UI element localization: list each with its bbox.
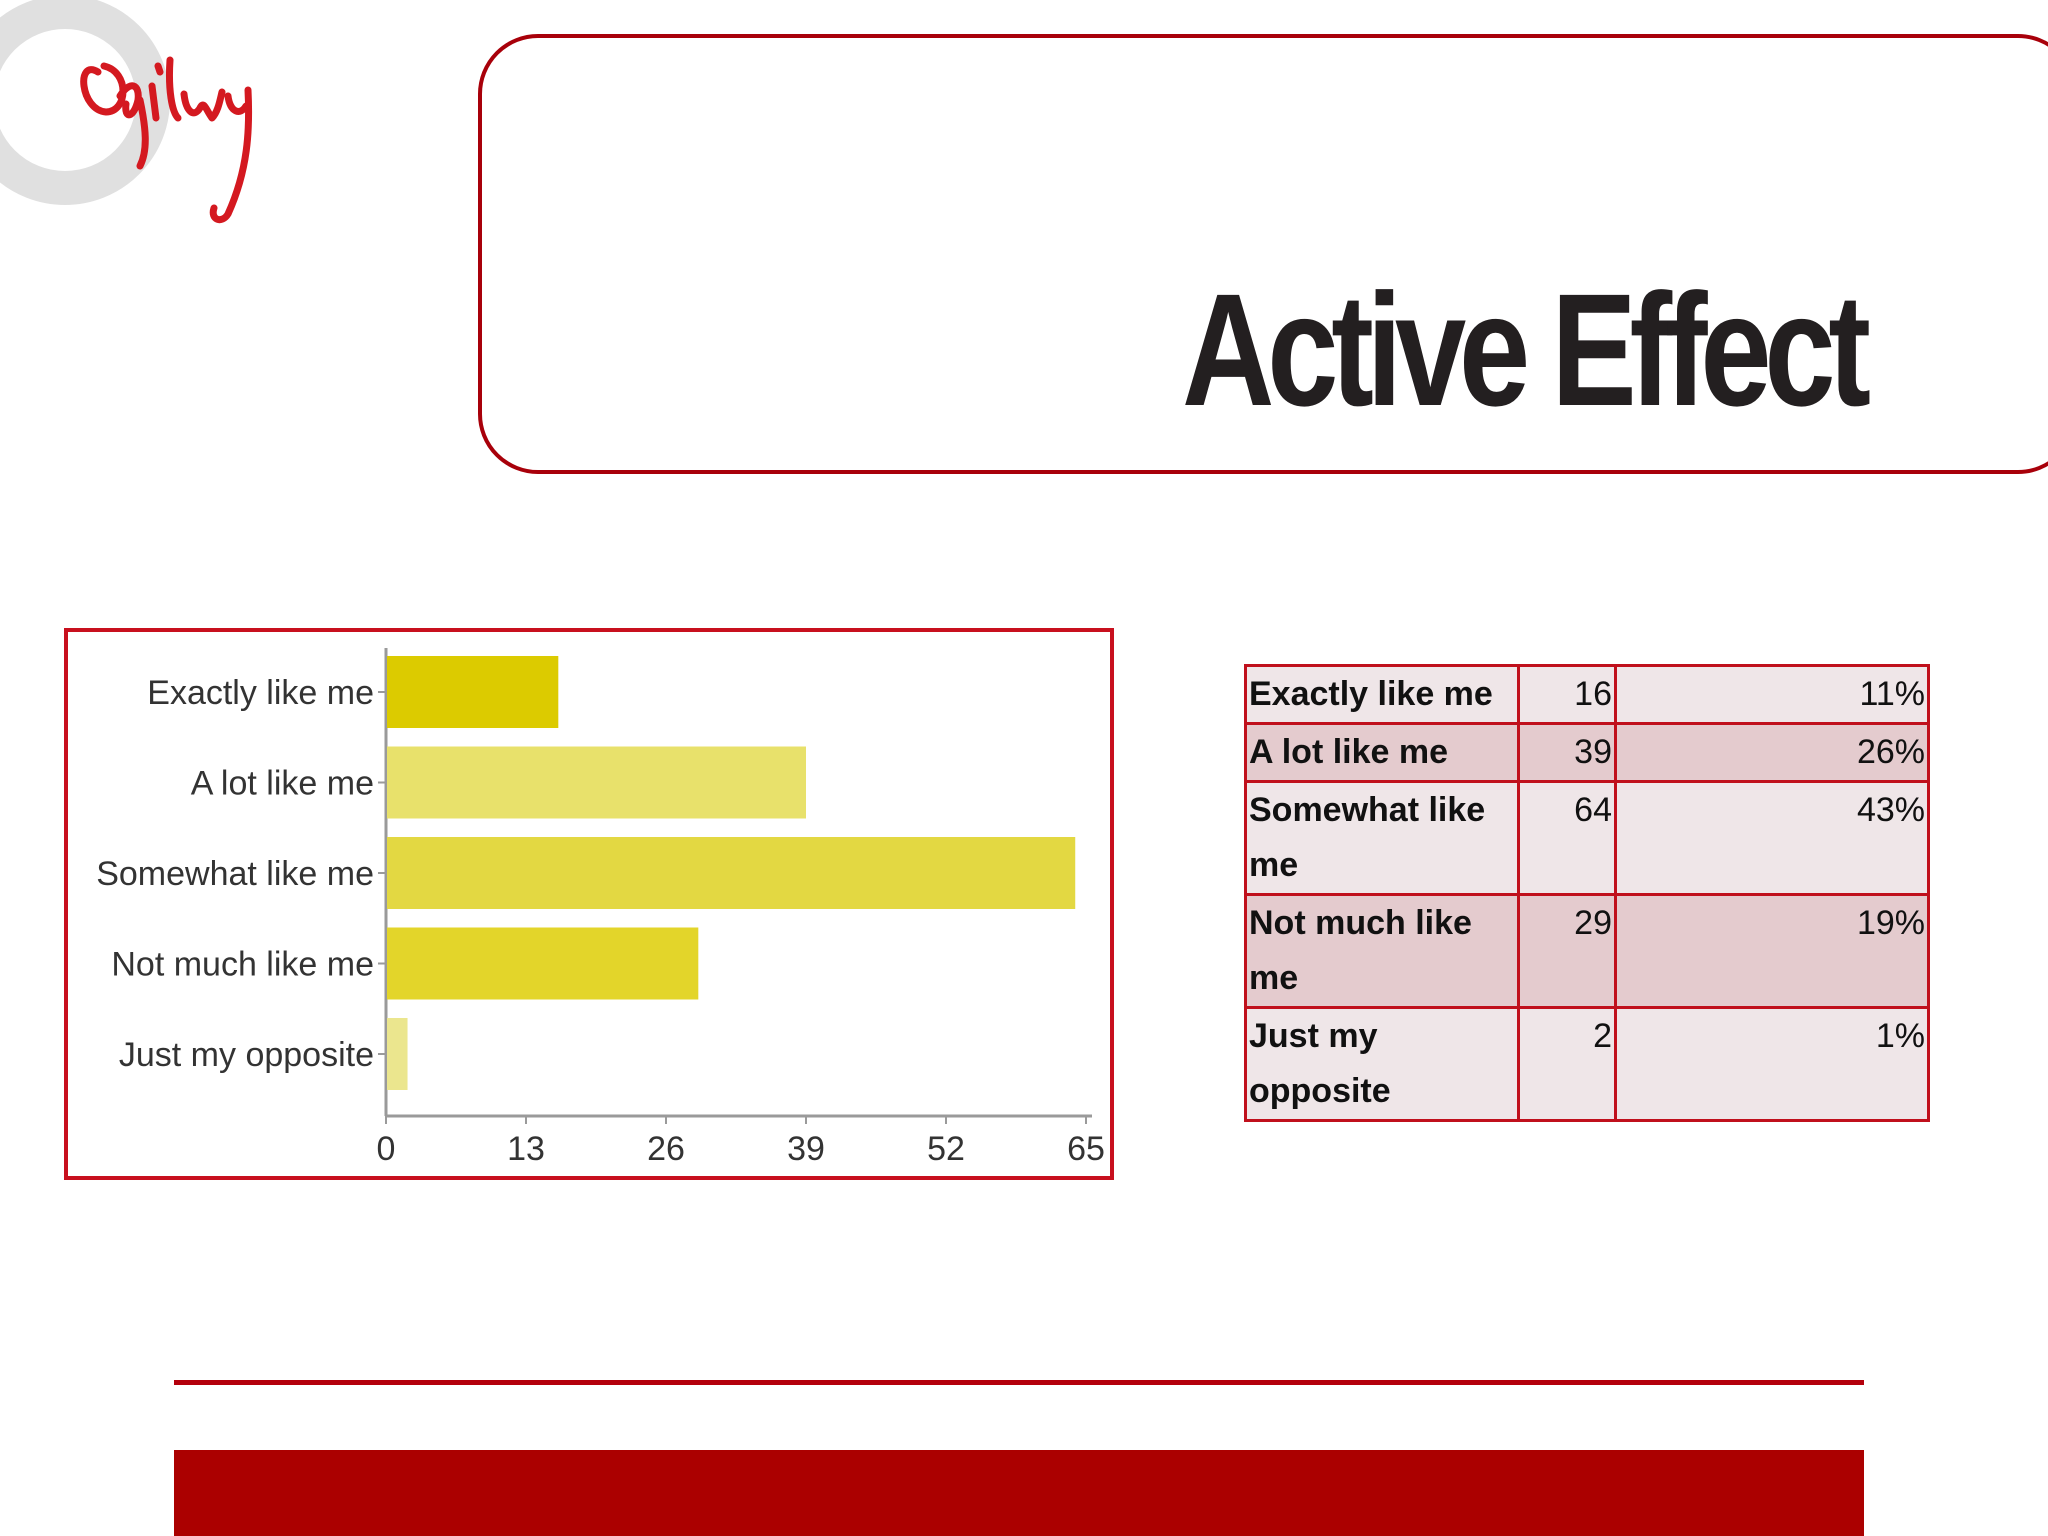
row-count: 29 — [1517, 893, 1617, 1009]
category-label: Exactly like me — [147, 674, 374, 712]
results-table: Exactly like me 16 11% A lot like me 39 … — [1244, 664, 1930, 1122]
category-label: Not much like me — [111, 946, 374, 984]
ogilvy-logo — [0, 0, 340, 230]
table-row: Exactly like me 16 11% — [1244, 664, 1930, 725]
title-panel — [478, 34, 2048, 474]
row-count: 39 — [1517, 722, 1617, 783]
bar — [387, 1018, 408, 1090]
x-tick-label: 0 — [377, 1130, 396, 1168]
x-tick-label: 26 — [647, 1130, 685, 1168]
bar — [387, 656, 559, 728]
logo-graphic — [0, 0, 253, 224]
category-label: Somewhat like me — [96, 855, 374, 893]
row-label: Not much like me — [1244, 893, 1520, 1009]
row-count: 2 — [1517, 1006, 1617, 1122]
row-count: 16 — [1517, 664, 1617, 725]
logo-script-icon — [80, 56, 253, 224]
table-row: Not much like me 29 19% — [1244, 893, 1930, 1009]
row-percent: 11% — [1614, 664, 1930, 725]
logo-swirl-icon — [0, 0, 170, 205]
x-tick-label: 39 — [787, 1130, 825, 1168]
footer-divider — [174, 1380, 1864, 1385]
row-label: Somewhat like me — [1244, 780, 1520, 896]
row-label: A lot like me — [1244, 722, 1520, 783]
row-label: Exactly like me — [1244, 664, 1520, 725]
row-percent: 26% — [1614, 722, 1930, 783]
row-percent: 19% — [1614, 893, 1930, 1009]
footer-band — [174, 1450, 1864, 1536]
table-row: Just my opposite 2 1% — [1244, 1006, 1930, 1122]
bar — [387, 746, 806, 819]
x-tick-label: 65 — [1067, 1130, 1105, 1168]
category-label: Just my opposite — [119, 1036, 374, 1074]
horizontal-bar-chart: Exactly like me A lot like me Somewhat lik… — [96, 648, 1105, 1168]
category-label: A lot like me — [191, 765, 374, 803]
row-percent: 43% — [1614, 780, 1930, 896]
chart-panel: Exactly like me A lot like me Somewhat lik… — [64, 628, 1114, 1180]
table-row: Somewhat like me 64 43% — [1244, 780, 1930, 896]
bar — [387, 927, 699, 1000]
slide-title: Active Effect — [1182, 260, 1871, 439]
row-count: 64 — [1517, 780, 1617, 896]
row-percent: 1% — [1614, 1006, 1930, 1122]
bar — [387, 837, 1076, 909]
x-tick-label: 52 — [927, 1130, 965, 1168]
x-tick-label: 13 — [507, 1130, 545, 1168]
table-row: A lot like me 39 26% — [1244, 722, 1930, 783]
row-label: Just my opposite — [1244, 1006, 1520, 1122]
